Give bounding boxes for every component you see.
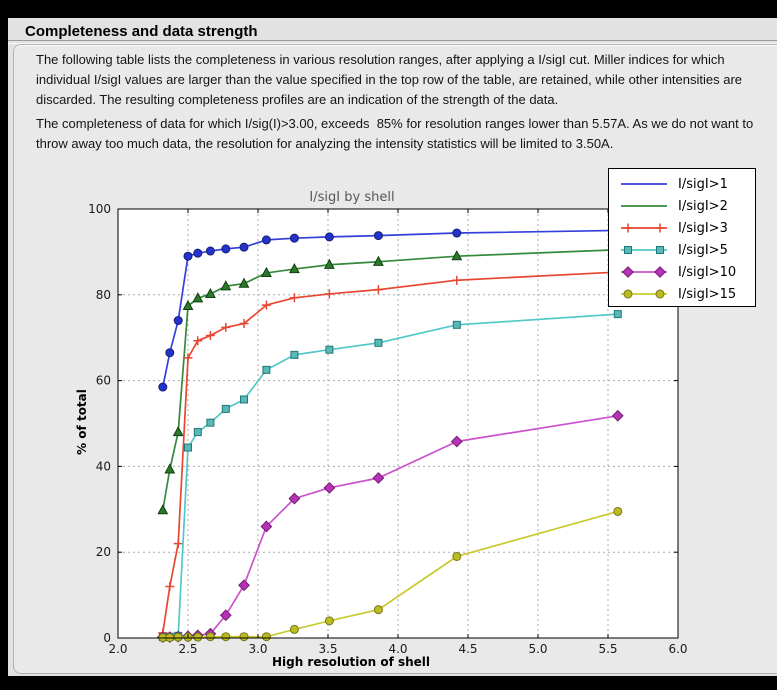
x-axis-label: High resolution of shell [271,655,431,669]
legend-item: I/sigI>5 [609,239,755,261]
x-tick-label: 4.5 [458,642,477,656]
legend-swatch-square [621,246,667,254]
legend-label: I/sigI>10 [678,264,737,280]
legend-swatch-diamond [621,266,667,278]
x-tick-label: 2.5 [178,642,197,656]
legend-item: I/sigI>1 [609,173,755,195]
x-tick-labels: 2.0 2.5 3.0 3.5 4.0 4.5 5.0 5.5 6.0 [108,642,687,656]
x-tick-label: 3.0 [248,642,267,656]
x-tick-label: 5.0 [528,642,547,656]
axis-ticks [117,208,679,639]
legend-swatch-plus [621,223,667,233]
legend-item: I/sigI>15 [609,283,755,305]
legend-swatch-triangle [621,205,667,207]
summary-paragraph: The completeness of data for which I/sig… [36,116,757,151]
legend-item: I/sigI>2 [609,195,755,217]
x-tick-label: 4.0 [388,642,407,656]
legend-swatch-circle [621,289,667,299]
page-title: Completeness and data strength [25,23,258,40]
x-tick-label: 6.0 [668,642,687,656]
series-I/sigI>3 [158,267,623,638]
report-page: Completeness and data strength The follo… [8,18,777,676]
completeness-chart-plot: 2.0 2.5 3.0 3.5 4.0 4.5 5.0 5.5 6.0 0 20 40 60 80 100 [88,202,687,656]
y-axis-label: % of total [75,389,89,455]
x-tick-label: 3.5 [318,642,337,656]
legend-label: I/sigI>15 [678,286,737,302]
y-tick-label: 40 [96,459,111,473]
series-I/sigI>2 [157,243,624,515]
legend-swatch-circle [621,183,667,185]
legend-label: I/sigI>3 [678,220,728,236]
y-tick-label: 20 [96,545,111,559]
legend-label: I/sigI>2 [678,198,728,214]
y-tick-label: 80 [96,288,111,302]
legend-label: I/sigI>1 [678,176,728,192]
x-tick-label: 5.5 [598,642,617,656]
y-tick-label: 0 [103,631,111,645]
heading-divider [8,40,777,44]
y-tick-labels: 0 20 40 60 80 100 [88,202,111,645]
legend-item: I/sigI>10 [609,261,755,283]
legend-item: I/sigI>3 [609,217,755,239]
y-tick-label: 60 [96,374,111,388]
legend-label: I/sigI>5 [678,242,728,258]
chart-title: I/sigI by shell [309,190,395,205]
chart-legend: I/sigI>1 I/sigI>2 I/sigI>3 I/sigI>5 I/sigI>1… [608,168,756,307]
y-tick-label: 100 [88,202,111,216]
x-tick-label: 2.0 [108,642,127,656]
intro-paragraph: The following table lists the completene… [36,52,746,107]
